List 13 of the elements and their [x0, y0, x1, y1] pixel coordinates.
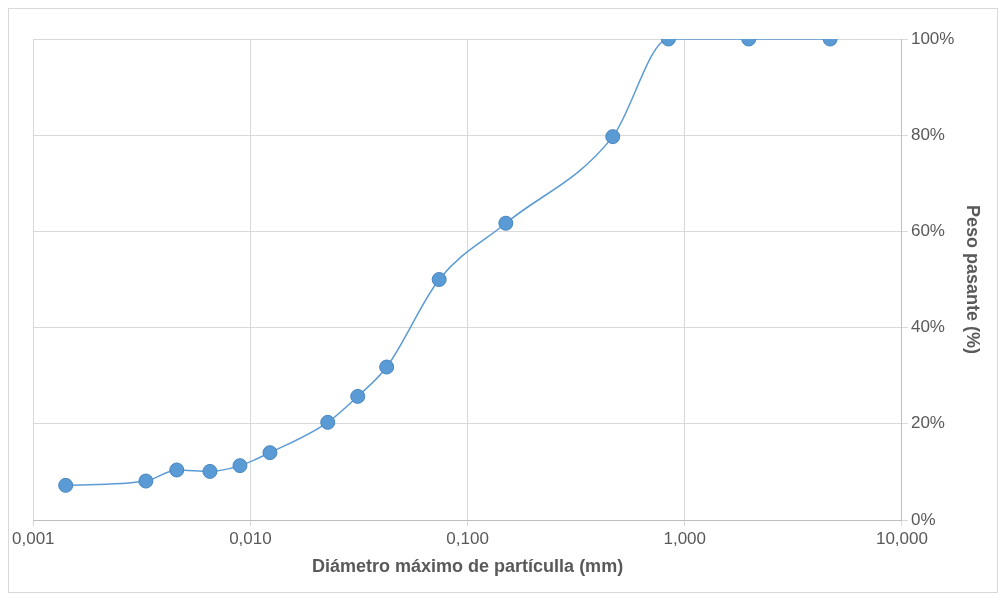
- x-tick-label: 10,000: [875, 528, 928, 548]
- y-tick-label: 40%: [910, 317, 945, 337]
- x-tick-label: 1,000: [663, 528, 707, 548]
- y-tick-label: 80%: [910, 124, 945, 144]
- x-tick-label: 0,001: [12, 528, 55, 548]
- x-axis-title: Diámetro máximo de partículla (mm): [312, 556, 624, 577]
- y-tick-label: 20%: [910, 413, 945, 433]
- x-tick-label: 0,100: [446, 528, 489, 548]
- y-tick-label: 0%: [910, 509, 936, 529]
- y-tick-label: 100%: [910, 28, 955, 48]
- y-tick-label: 60%: [910, 221, 945, 241]
- x-tick-label: 0,010: [229, 528, 272, 548]
- y-axis-title: Peso pasante (%): [963, 204, 984, 355]
